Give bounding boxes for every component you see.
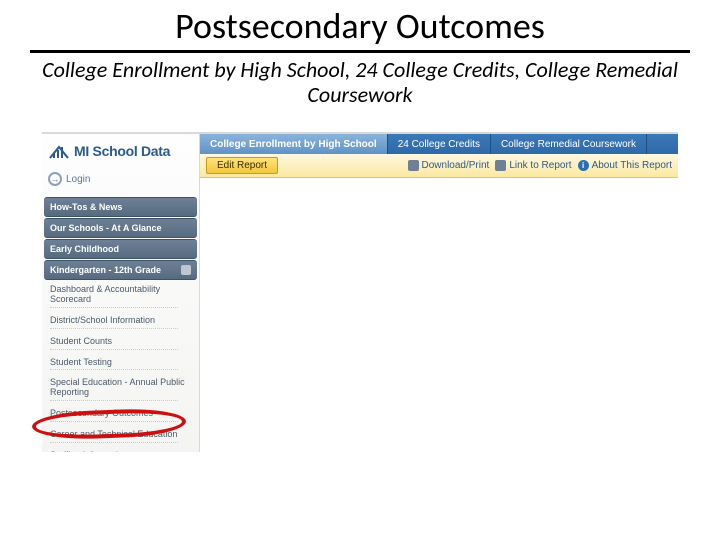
edit-report-button[interactable]: Edit Report [206, 157, 278, 174]
nav-howtos-news[interactable]: How-Tos & News [44, 197, 197, 217]
nav-k12[interactable]: Kindergarten - 12th Grade [44, 260, 197, 280]
subnav-student-testing[interactable]: Student Testing [50, 356, 199, 373]
login-arrow-icon: → [48, 172, 62, 186]
link-to-report-link[interactable]: Link to Report [495, 160, 571, 171]
report-tabbar: College Enrollment by High School 24 Col… [200, 134, 678, 154]
nav-k12-sublist: Dashboard & Accountability Scorecard Dis… [42, 281, 199, 452]
download-icon [408, 160, 419, 171]
about-label: About This Report [592, 160, 672, 171]
login-link[interactable]: → Login [42, 168, 199, 196]
slide-title: Postsecondary Outcomes [30, 4, 690, 53]
link-icon [495, 160, 506, 171]
brand-logo-icon [48, 142, 70, 160]
info-icon: i [578, 160, 589, 171]
subnav-district-info[interactable]: District/School Information [50, 314, 199, 331]
subnav-cte[interactable]: Career and Technical Education [50, 428, 199, 445]
nav-early-childhood[interactable]: Early Childhood [44, 239, 197, 259]
brand-name: MI School Data [74, 143, 170, 159]
subnav-special-ed[interactable]: Special Education - Annual Public Report… [50, 376, 199, 403]
subnav-staffing[interactable]: Staffing Information [50, 449, 199, 452]
tab-24-credits[interactable]: 24 College Credits [388, 134, 491, 154]
report-toolbar: Edit Report Download/Print Link to Repor… [200, 154, 678, 178]
tab-college-enrollment[interactable]: College Enrollment by High School [200, 134, 388, 154]
link-label: Link to Report [509, 160, 571, 171]
download-print-link[interactable]: Download/Print [408, 160, 490, 171]
brand-block[interactable]: MI School Data [42, 138, 199, 168]
report-content-area [200, 178, 678, 438]
download-label: Download/Print [422, 160, 490, 171]
about-report-link[interactable]: i About This Report [578, 160, 672, 171]
app-screenshot: MI School Data → Login How-Tos & News Ou… [42, 132, 678, 452]
tab-remedial[interactable]: College Remedial Coursework [491, 134, 647, 154]
subnav-dashboard[interactable]: Dashboard & Accountability Scorecard [50, 283, 199, 310]
main-panel: College Enrollment by High School 24 Col… [200, 134, 678, 452]
login-label: Login [66, 174, 90, 185]
slide-subtitle: College Enrollment by High School, 24 Co… [30, 57, 690, 108]
subnav-student-counts[interactable]: Student Counts [50, 335, 199, 352]
sidebar: MI School Data → Login How-Tos & News Ou… [42, 134, 200, 452]
subnav-postsecondary[interactable]: Postsecondary Outcomes [50, 407, 199, 424]
nav-our-schools[interactable]: Our Schools - At A Glance [44, 218, 197, 238]
